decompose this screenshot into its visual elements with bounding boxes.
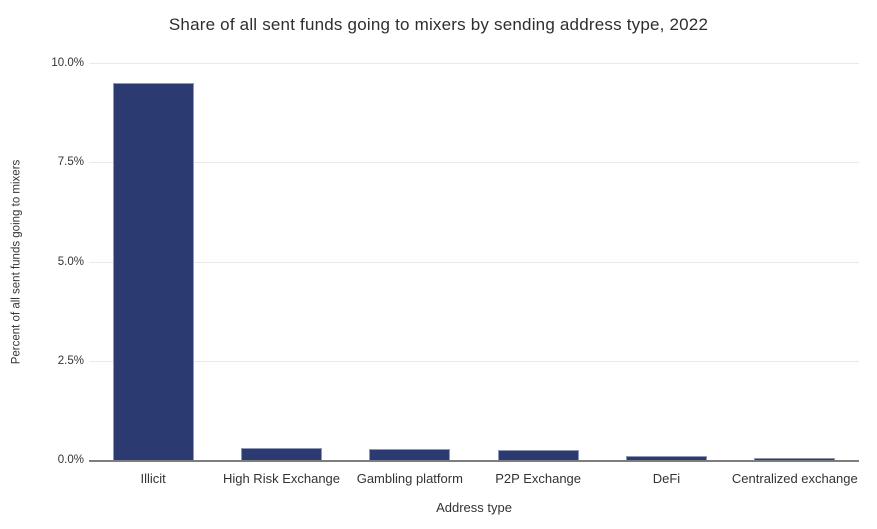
y-tick-label: 5.0% [57,255,84,268]
y-tick-label: 10.0% [51,57,84,69]
plot-area [89,63,859,462]
x-tick-label: DeFi [652,471,681,486]
y-tick-label: 7.5% [57,156,84,169]
bar-slot [217,63,345,460]
chart-title: Share of all sent funds going to mixers … [168,15,709,34]
gridline [89,360,859,362]
bar-slot [731,63,859,460]
bar [241,448,322,460]
x-tick-label: Centralized exchange [731,471,858,486]
x-tick-label: High Risk Exchange [222,471,341,486]
bar [626,456,707,460]
bar [754,457,836,460]
gridline [89,261,859,263]
bar [369,449,451,460]
gridline [89,162,859,164]
x-tick-label: Gambling platform [356,471,463,486]
x-tick-label: P2P Exchange [495,471,582,486]
y-tick-label: 2.5% [57,354,84,367]
bar-slot [346,63,474,460]
bar [112,82,194,460]
x-axis-title: Address type [436,500,512,515]
gridline [89,63,859,64]
bar-slot [602,63,730,460]
y-tick-labels: 0.0% 2.5% 5.0% 7.5% 10.0% [0,57,84,466]
y-tick-label: 0.0% [57,454,84,466]
bar [497,450,579,460]
bar-slot [89,63,217,460]
bars [89,63,859,460]
x-tick-label: Illicit [140,471,166,486]
x-tick-labels: Illicit High Risk Exchange Gambling platfo… [89,471,859,486]
bar-slot [474,63,602,460]
